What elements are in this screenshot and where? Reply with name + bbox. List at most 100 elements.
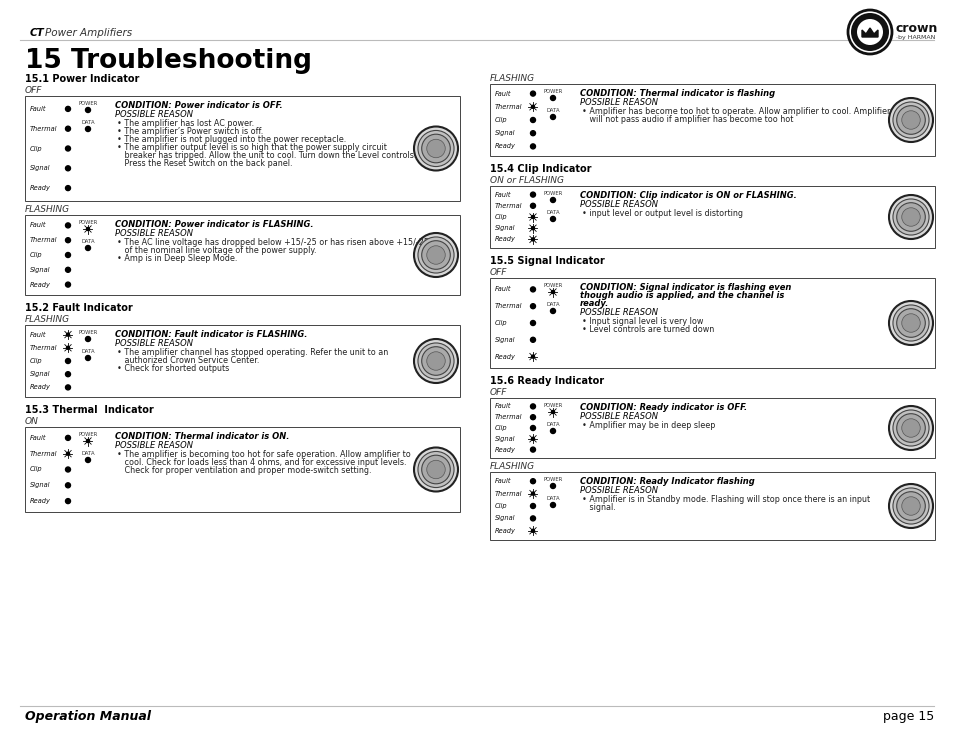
- Text: • input level or output level is distorting: • input level or output level is distort…: [581, 209, 742, 218]
- Text: ready.: ready.: [579, 299, 609, 308]
- Text: CT: CT: [30, 28, 45, 38]
- Text: DATA: DATA: [546, 108, 559, 113]
- Text: DATA: DATA: [81, 239, 94, 244]
- Text: Signal: Signal: [30, 267, 51, 273]
- Circle shape: [530, 192, 535, 197]
- Circle shape: [896, 414, 924, 442]
- Text: Thermal: Thermal: [30, 237, 57, 244]
- Text: FLASHING: FLASHING: [490, 74, 535, 83]
- Text: POWER: POWER: [78, 432, 97, 437]
- Circle shape: [892, 102, 928, 138]
- Text: • Amplifier may be in deep sleep: • Amplifier may be in deep sleep: [581, 421, 715, 430]
- Text: Ready: Ready: [30, 185, 51, 191]
- Text: Thermal: Thermal: [495, 303, 522, 309]
- Text: • The amplifier has lost AC power.: • The amplifier has lost AC power.: [117, 119, 253, 128]
- Circle shape: [530, 304, 535, 308]
- Text: POSSIBLE REASON: POSSIBLE REASON: [579, 486, 658, 495]
- Text: Clip: Clip: [30, 145, 43, 151]
- Text: CONDITION: Power indicator is FLASHING.: CONDITION: Power indicator is FLASHING.: [115, 220, 314, 229]
- Circle shape: [888, 98, 932, 142]
- Text: ·by HARMAN: ·by HARMAN: [895, 35, 934, 41]
- Text: • The amplifier is becoming too hot for safe operation. Allow amplifier to: • The amplifier is becoming too hot for …: [117, 450, 411, 459]
- Circle shape: [530, 516, 535, 521]
- Circle shape: [530, 144, 535, 149]
- Circle shape: [66, 252, 71, 258]
- Circle shape: [531, 227, 534, 230]
- Text: cool. Check for loads less than 4 ohms, and for excessive input levels.: cool. Check for loads less than 4 ohms, …: [117, 458, 406, 467]
- Text: signal.: signal.: [581, 503, 615, 512]
- Text: CONDITION: Thermal indicator is flashing: CONDITION: Thermal indicator is flashing: [579, 89, 774, 98]
- Text: POWER: POWER: [78, 101, 97, 106]
- Circle shape: [550, 198, 555, 202]
- Text: Ready: Ready: [495, 143, 516, 149]
- Text: Ready: Ready: [30, 498, 51, 504]
- FancyBboxPatch shape: [490, 84, 934, 156]
- Text: CONDITION: Ready indicator is OFF.: CONDITION: Ready indicator is OFF.: [579, 403, 746, 412]
- Circle shape: [530, 404, 535, 409]
- Circle shape: [86, 337, 91, 342]
- Text: Fault: Fault: [30, 435, 47, 441]
- Text: Signal: Signal: [30, 165, 51, 171]
- Circle shape: [66, 166, 71, 170]
- Circle shape: [67, 346, 70, 349]
- Circle shape: [892, 488, 928, 524]
- Text: DATA: DATA: [546, 422, 559, 427]
- Text: POSSIBLE REASON: POSSIBLE REASON: [579, 200, 658, 209]
- Text: DATA: DATA: [546, 496, 559, 501]
- Circle shape: [66, 372, 71, 376]
- Text: authorized Crown Service Center.: authorized Crown Service Center.: [117, 356, 259, 365]
- Circle shape: [66, 499, 71, 503]
- Circle shape: [66, 435, 71, 441]
- Text: • Level controls are turned down: • Level controls are turned down: [581, 325, 714, 334]
- Circle shape: [67, 333, 70, 336]
- Circle shape: [551, 410, 554, 413]
- Text: Ready: Ready: [30, 282, 51, 288]
- Text: OFF: OFF: [25, 86, 42, 95]
- Circle shape: [896, 106, 924, 134]
- Circle shape: [66, 223, 71, 228]
- Circle shape: [531, 529, 534, 532]
- Text: POWER: POWER: [543, 191, 562, 196]
- Circle shape: [530, 131, 535, 136]
- Text: • The amplifier output level is so high that the power supply circuit: • The amplifier output level is so high …: [117, 143, 387, 152]
- Circle shape: [66, 106, 71, 111]
- Circle shape: [66, 185, 71, 190]
- Text: FLASHING: FLASHING: [25, 315, 71, 324]
- FancyBboxPatch shape: [490, 472, 934, 540]
- Text: Thermal: Thermal: [495, 104, 522, 110]
- Circle shape: [530, 287, 535, 292]
- Text: • The amplifier channel has stopped operating. Refer the unit to an: • The amplifier channel has stopped oper…: [117, 348, 388, 357]
- Text: CONDITION: Thermal indicator is ON.: CONDITION: Thermal indicator is ON.: [115, 432, 289, 441]
- Circle shape: [892, 410, 928, 446]
- FancyBboxPatch shape: [25, 215, 459, 295]
- Text: Thermal: Thermal: [495, 414, 522, 420]
- Circle shape: [426, 139, 445, 158]
- Circle shape: [417, 131, 454, 167]
- Text: DATA: DATA: [81, 349, 94, 354]
- Text: POWER: POWER: [543, 283, 562, 288]
- Circle shape: [66, 146, 71, 151]
- Circle shape: [66, 385, 71, 390]
- Circle shape: [550, 95, 555, 100]
- Circle shape: [550, 114, 555, 120]
- Circle shape: [550, 216, 555, 221]
- Text: OFF: OFF: [490, 268, 507, 277]
- Circle shape: [426, 461, 445, 479]
- Circle shape: [87, 227, 90, 230]
- Circle shape: [421, 134, 450, 163]
- Text: Thermal: Thermal: [495, 491, 522, 497]
- Text: Ready: Ready: [495, 236, 516, 242]
- Circle shape: [550, 429, 555, 433]
- Circle shape: [530, 320, 535, 325]
- Circle shape: [417, 452, 454, 488]
- Circle shape: [530, 503, 535, 508]
- Text: POSSIBLE REASON: POSSIBLE REASON: [115, 110, 193, 119]
- Circle shape: [86, 458, 91, 463]
- Circle shape: [426, 352, 445, 370]
- Circle shape: [66, 467, 71, 472]
- Text: POWER: POWER: [543, 403, 562, 408]
- Text: Fault: Fault: [495, 478, 511, 484]
- Circle shape: [901, 111, 920, 129]
- Text: Clip: Clip: [495, 425, 507, 431]
- Text: Ready: Ready: [495, 446, 516, 452]
